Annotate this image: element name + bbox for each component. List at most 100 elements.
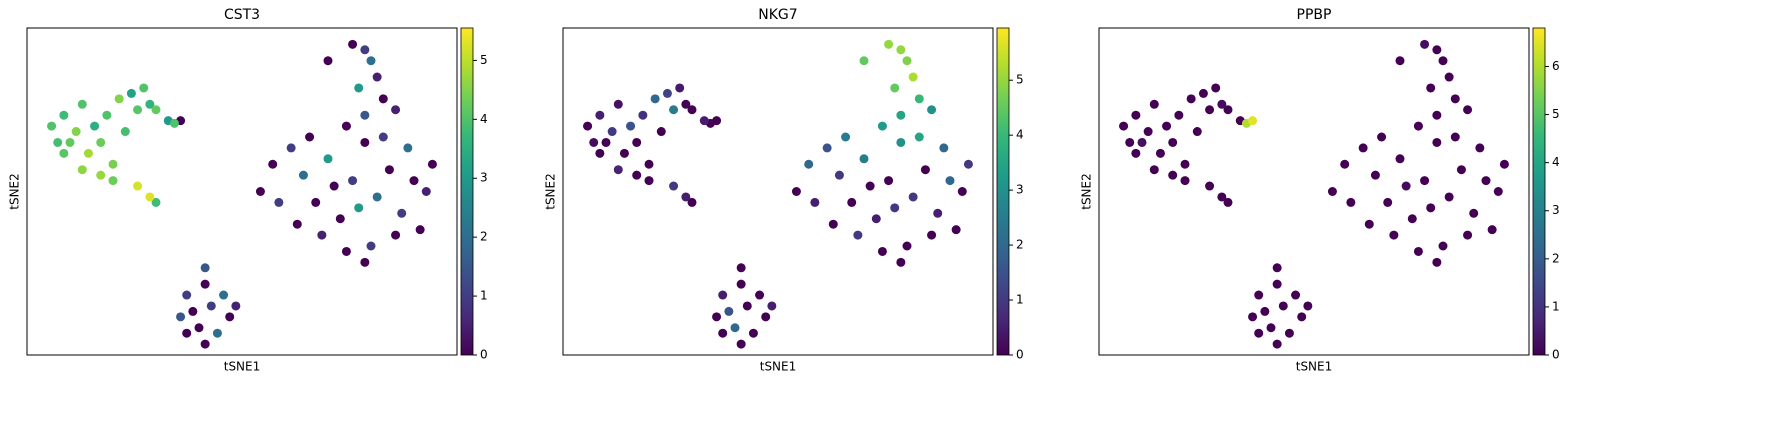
point xyxy=(871,214,881,224)
point xyxy=(681,192,691,202)
point xyxy=(231,301,241,311)
point xyxy=(1254,328,1264,338)
point xyxy=(859,56,869,66)
point xyxy=(669,105,679,115)
point xyxy=(1364,219,1374,229)
point xyxy=(139,83,149,93)
point xyxy=(945,176,955,186)
point xyxy=(828,219,838,229)
point xyxy=(1340,159,1350,169)
point xyxy=(699,116,709,126)
point xyxy=(730,323,740,333)
point xyxy=(194,323,204,333)
colorbar-tick-label: 5 xyxy=(480,53,488,67)
point xyxy=(742,301,752,311)
point xyxy=(1493,187,1503,196)
point xyxy=(736,279,746,289)
point xyxy=(1432,137,1442,147)
point xyxy=(145,99,155,109)
colorbar-tick-label: 0 xyxy=(1552,348,1560,362)
point xyxy=(1450,132,1460,142)
point xyxy=(274,197,284,207)
point xyxy=(133,181,143,191)
point xyxy=(77,165,87,175)
point xyxy=(718,328,728,338)
point xyxy=(1291,290,1301,300)
point xyxy=(1180,176,1190,186)
point xyxy=(1450,94,1460,104)
point xyxy=(675,83,685,93)
point xyxy=(219,290,229,300)
point xyxy=(65,137,75,147)
point xyxy=(391,230,401,240)
point xyxy=(1149,165,1159,175)
point xyxy=(151,105,161,115)
point xyxy=(145,192,155,202)
point xyxy=(323,56,333,66)
point xyxy=(767,301,777,311)
point xyxy=(927,105,937,115)
point xyxy=(1420,39,1430,49)
point xyxy=(182,290,192,300)
point xyxy=(200,263,210,273)
point xyxy=(638,110,648,120)
point xyxy=(1272,279,1282,289)
point xyxy=(1346,197,1356,207)
point xyxy=(748,328,758,338)
point xyxy=(920,165,930,175)
point xyxy=(890,203,900,213)
point xyxy=(644,176,654,186)
point xyxy=(626,121,636,131)
point xyxy=(896,257,906,267)
point xyxy=(1432,257,1442,267)
point xyxy=(650,94,660,104)
point xyxy=(927,230,937,240)
point xyxy=(360,45,370,55)
point xyxy=(108,159,118,169)
point xyxy=(1217,192,1227,202)
point xyxy=(687,105,697,115)
y-axis-label: tSNE2 xyxy=(1080,173,1094,210)
point xyxy=(884,176,894,186)
point xyxy=(1272,263,1282,273)
point xyxy=(632,137,642,147)
point xyxy=(877,246,887,256)
point xyxy=(47,121,57,131)
point xyxy=(724,306,734,316)
point xyxy=(1463,105,1473,115)
point xyxy=(822,143,832,153)
point xyxy=(908,192,918,202)
point xyxy=(268,159,278,169)
point xyxy=(354,83,364,93)
point xyxy=(1395,56,1405,66)
point xyxy=(378,94,388,104)
point xyxy=(378,132,388,142)
x-axis-label: tSNE1 xyxy=(760,360,797,374)
point xyxy=(644,159,654,169)
point xyxy=(1143,127,1153,137)
point xyxy=(1377,132,1387,142)
colorbar-tick-label: 6 xyxy=(1552,59,1560,73)
colorbar-tick-label: 4 xyxy=(1552,155,1560,169)
point xyxy=(200,339,210,349)
point xyxy=(804,159,814,169)
y-axis-label: tSNE2 xyxy=(544,173,558,210)
point xyxy=(755,290,765,300)
panel-title: PPBP xyxy=(1297,7,1332,23)
colorbar-tick-label: 3 xyxy=(1016,183,1024,197)
point xyxy=(1260,306,1270,316)
point xyxy=(914,94,924,104)
point xyxy=(1426,203,1436,213)
point xyxy=(601,137,611,147)
plot-frame xyxy=(1098,27,1530,356)
point xyxy=(662,88,672,98)
point xyxy=(1248,312,1258,322)
point xyxy=(77,99,87,109)
point xyxy=(354,203,364,213)
point xyxy=(619,148,629,158)
x-axis-label: tSNE1 xyxy=(1296,360,1333,374)
point xyxy=(1401,181,1411,191)
point xyxy=(841,132,851,142)
point xyxy=(427,159,437,169)
x-axis-label: tSNE1 xyxy=(224,360,261,374)
